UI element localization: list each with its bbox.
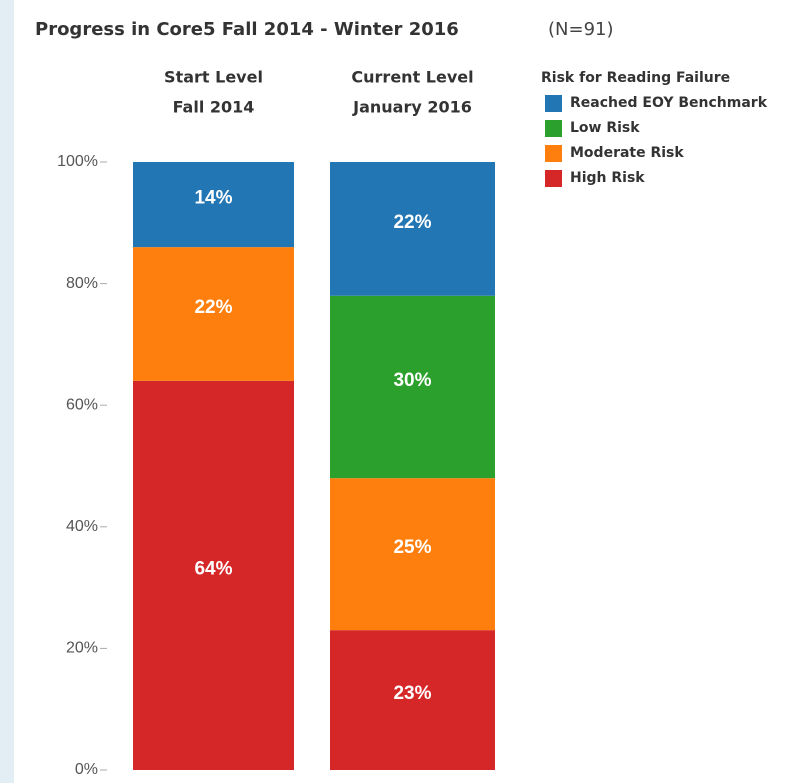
legend-label: Moderate Risk <box>570 145 684 161</box>
y-tick-label: 20% <box>66 640 98 657</box>
x-tick-label: Current Level <box>351 68 473 87</box>
y-tick-label: 100% <box>57 153 98 170</box>
legend-title: Risk for Reading Failure <box>541 70 730 86</box>
legend-label: High Risk <box>570 170 645 186</box>
legend-swatch <box>545 95 562 112</box>
y-tick-label: 60% <box>66 396 98 413</box>
y-tick-label: 0% <box>75 761 98 778</box>
bar-segment <box>133 162 294 248</box>
data-label: 22% <box>393 212 431 233</box>
bar-segment <box>330 630 495 770</box>
data-label: 23% <box>393 683 431 704</box>
bar-segment <box>133 380 294 770</box>
x-tick-label: Start Level <box>164 68 263 87</box>
x-tick-label: Fall 2014 <box>173 98 255 117</box>
legend-swatch <box>545 120 562 137</box>
chart-title: Progress in Core5 Fall 2014 - Winter 201… <box>35 19 459 40</box>
legend-label: Reached EOY Benchmark <box>570 95 768 111</box>
y-tick-label: 40% <box>66 518 98 535</box>
data-label: 14% <box>194 188 232 209</box>
legend-label: Low Risk <box>570 120 640 136</box>
annotation: (N=91) <box>548 19 614 40</box>
data-label: 25% <box>393 537 431 558</box>
y-tick-label: 80% <box>66 275 98 292</box>
bar-segment <box>330 162 495 296</box>
legend-swatch <box>545 145 562 162</box>
x-tick-label: January 2016 <box>352 98 472 117</box>
bar-segment <box>330 478 495 631</box>
data-label: 30% <box>393 370 431 391</box>
bar-segment <box>133 247 294 381</box>
data-label: 64% <box>194 558 232 579</box>
data-label: 22% <box>194 297 232 318</box>
legend-swatch <box>545 170 562 187</box>
bar-segment <box>330 295 495 479</box>
left-edge <box>0 0 14 783</box>
